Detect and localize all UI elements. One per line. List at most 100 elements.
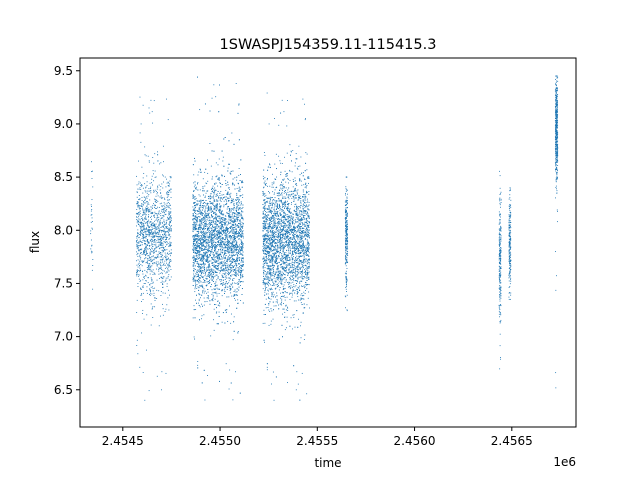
- data-point: [92, 228, 93, 230]
- data-point: [222, 312, 224, 314]
- data-point: [220, 206, 222, 208]
- data-point: [138, 246, 139, 248]
- data-point: [231, 243, 233, 245]
- data-point: [145, 218, 147, 220]
- data-point: [202, 243, 204, 245]
- data-point: [213, 209, 215, 211]
- data-point: [202, 272, 204, 274]
- data-point: [196, 250, 197, 251]
- data-point: [144, 243, 146, 245]
- data-point: [214, 184, 216, 186]
- data-point: [223, 254, 225, 256]
- data-point: [166, 222, 168, 224]
- data-point: [204, 281, 206, 283]
- data-point: [194, 227, 196, 229]
- data-point: [219, 261, 221, 263]
- data-point: [193, 259, 195, 261]
- data-point: [194, 211, 196, 212]
- data-point: [242, 254, 244, 256]
- data-point: [197, 286, 199, 288]
- data-point: [232, 266, 234, 268]
- data-point: [224, 251, 226, 253]
- data-point: [195, 249, 197, 251]
- data-point: [203, 226, 205, 228]
- data-point: [242, 211, 244, 213]
- data-point: [206, 190, 208, 192]
- data-point: [142, 262, 144, 263]
- data-point: [202, 261, 204, 263]
- data-point: [152, 248, 154, 250]
- data-point: [148, 203, 150, 205]
- data-point: [212, 294, 214, 296]
- data-point: [235, 294, 237, 296]
- data-point: [221, 262, 222, 264]
- data-point: [221, 221, 223, 223]
- data-point: [154, 297, 156, 298]
- data-point: [239, 230, 241, 232]
- data-point: [140, 218, 142, 219]
- data-point: [214, 227, 216, 229]
- data-point: [138, 250, 140, 252]
- data-point: [146, 223, 148, 225]
- data-point: [198, 235, 200, 237]
- data-point: [241, 259, 243, 261]
- data-point: [208, 207, 210, 208]
- data-point: [139, 366, 141, 368]
- data-point: [216, 224, 218, 226]
- data-point: [218, 177, 220, 179]
- data-point: [143, 202, 145, 204]
- data-point: [196, 220, 198, 222]
- data-point: [198, 293, 200, 295]
- data-point: [141, 217, 143, 219]
- data-point: [236, 241, 238, 243]
- data-point: [235, 275, 236, 277]
- data-point: [198, 300, 200, 302]
- data-point: [154, 153, 156, 155]
- data-point: [208, 266, 210, 268]
- data-point: [227, 222, 229, 224]
- data-point: [217, 304, 219, 306]
- data-point: [142, 292, 144, 294]
- data-point: [212, 231, 214, 233]
- data-point: [214, 191, 216, 193]
- data-point: [160, 266, 162, 268]
- data-point: [233, 204, 235, 206]
- data-point: [220, 262, 222, 264]
- data-point: [164, 223, 166, 225]
- data-point: [225, 180, 227, 182]
- data-point: [138, 195, 140, 196]
- data-point: [152, 317, 154, 318]
- data-point: [157, 254, 159, 256]
- data-point: [235, 272, 237, 274]
- data-point: [226, 246, 228, 248]
- data-point: [241, 264, 243, 266]
- data-point: [228, 296, 230, 298]
- data-point: [235, 232, 236, 234]
- data-point: [234, 259, 235, 260]
- data-point: [159, 231, 161, 233]
- data-point: [142, 234, 144, 236]
- data-point: [230, 283, 232, 285]
- data-point: [203, 258, 205, 259]
- data-point: [218, 217, 220, 219]
- data-point: [239, 279, 241, 281]
- data-point: [137, 206, 139, 208]
- data-point: [150, 238, 152, 240]
- data-point: [202, 285, 204, 287]
- data-point: [170, 191, 172, 193]
- data-point: [231, 265, 233, 266]
- data-point: [214, 275, 216, 277]
- data-point: [236, 263, 238, 265]
- data-point: [229, 257, 231, 259]
- data-point: [151, 241, 153, 243]
- data-point: [237, 207, 239, 209]
- data-point: [199, 248, 201, 250]
- data-point: [238, 283, 240, 285]
- data-point: [208, 235, 210, 237]
- data-point: [169, 245, 171, 247]
- data-point: [169, 176, 171, 178]
- data-point: [170, 244, 172, 246]
- data-point: [209, 230, 211, 232]
- data-point: [192, 248, 194, 250]
- data-point: [153, 215, 155, 217]
